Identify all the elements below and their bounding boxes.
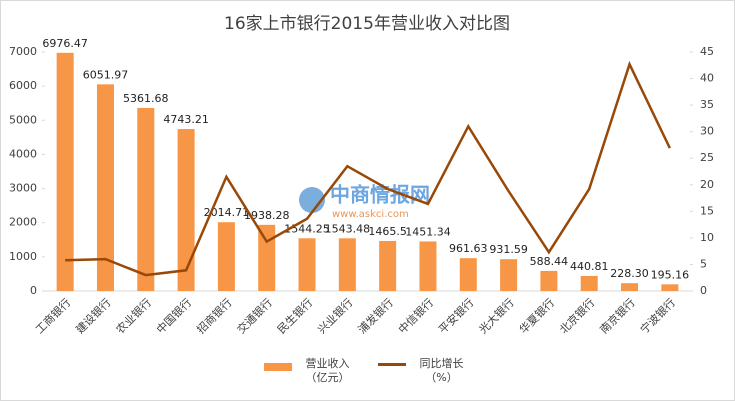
bar — [661, 284, 679, 291]
bar — [419, 241, 437, 291]
bar — [96, 84, 114, 291]
bar — [379, 240, 397, 291]
data-label: 6976.47 — [42, 37, 88, 50]
y2-tick-label: 30 — [700, 125, 714, 138]
bar — [459, 258, 477, 291]
y-tick-label: 0 — [30, 284, 37, 297]
data-label: 5361.68 — [123, 92, 169, 105]
y2-tick-label: 5 — [700, 257, 707, 270]
data-label: 6051.97 — [83, 68, 129, 81]
bar — [500, 259, 518, 291]
watermark-url: www.askci.com — [332, 209, 409, 220]
legend-swatch — [263, 363, 292, 371]
legend-label: 营业收入（亿元） — [305, 357, 350, 384]
chart-title: 16家上市银行2015年营业收入对比图 — [224, 14, 510, 34]
y-tick-label: 4000 — [9, 147, 37, 160]
y2-tick-label: 0 — [700, 284, 707, 297]
y-tick-label: 2000 — [9, 216, 37, 229]
data-label: 2014.71 — [204, 206, 250, 219]
data-label: 1451.34 — [405, 225, 451, 238]
data-label: 4743.21 — [163, 113, 209, 126]
y-tick-label: 7000 — [9, 45, 37, 58]
data-label: 228.30 — [610, 267, 649, 280]
bar — [258, 224, 276, 291]
legend: 营业收入（亿元） 同比增长（%） — [0, 357, 735, 385]
legend-swatch — [377, 363, 406, 366]
bar — [338, 238, 356, 291]
bar — [621, 283, 639, 291]
y2-tick-label: 20 — [700, 178, 714, 191]
data-label: 961.63 — [449, 242, 488, 255]
watermark: 中商情报网 www.askci.com — [299, 183, 430, 220]
bar — [580, 275, 598, 291]
data-label: 1465.5 — [368, 225, 407, 238]
bar — [177, 129, 195, 291]
y2-tick-label: 15 — [700, 204, 714, 217]
legend-item: 同比增长（%） — [377, 357, 472, 385]
watermark-name: 中商情报网 — [330, 183, 430, 207]
bar — [56, 52, 74, 292]
watermark-logo — [299, 187, 325, 213]
legend-item: 营业收入（亿元） — [263, 357, 358, 385]
y-tick-label: 5000 — [9, 113, 37, 126]
data-label: 1543.48 — [325, 222, 371, 235]
bar — [137, 107, 155, 292]
data-label: 195.16 — [651, 268, 690, 281]
line — [65, 60, 671, 277]
y2-tick-label: 35 — [700, 98, 714, 111]
y-tick-label: 6000 — [9, 79, 37, 92]
data-label: 931.59 — [489, 243, 528, 256]
y2-tick-label: 45 — [700, 45, 714, 58]
y2-tick-label: 10 — [700, 231, 714, 244]
data-label: 1938.28 — [244, 209, 290, 222]
bar — [540, 270, 558, 291]
bar — [298, 238, 316, 291]
legend-label: 同比增长（%） — [419, 357, 464, 384]
y2-tick-label: 25 — [700, 151, 714, 164]
y-tick-label: 3000 — [9, 182, 37, 195]
data-label: 588.44 — [530, 255, 569, 268]
bar — [217, 222, 235, 291]
y2-tick-label: 40 — [700, 72, 714, 85]
data-label: 440.81 — [570, 260, 609, 273]
y-tick-label: 1000 — [9, 250, 37, 263]
